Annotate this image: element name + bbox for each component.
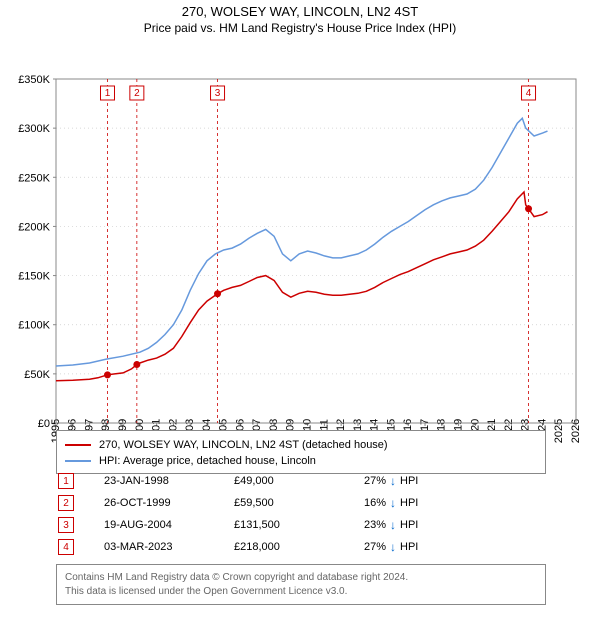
legend-swatch [65,444,91,446]
down-arrow-icon: ↓ [390,518,396,532]
down-arrow-icon: ↓ [390,496,396,510]
transaction-marker: 4 [58,539,74,555]
svg-text:4: 4 [526,88,532,99]
transaction-diff: 16% ↓ HPI [364,496,464,510]
transaction-diff: 27% ↓ HPI [364,540,464,554]
transaction-marker: 2 [58,495,74,511]
transaction-date: 19-AUG-2004 [104,519,234,531]
transaction-marker: 3 [58,517,74,533]
svg-text:£250K: £250K [18,172,50,184]
transaction-diff: 27% ↓ HPI [364,474,464,488]
transaction-date: 03-MAR-2023 [104,541,234,553]
svg-text:£300K: £300K [18,123,50,135]
transaction-price: £218,000 [234,541,364,553]
legend-row-hpi: HPI: Average price, detached house, Linc… [65,453,537,469]
transaction-marker: 1 [58,473,74,489]
legend: 270, WOLSEY WAY, LINCOLN, LN2 4ST (detac… [56,430,546,474]
svg-text:£100K: £100K [18,320,50,332]
legend-label: HPI: Average price, detached house, Linc… [99,455,316,467]
svg-text:2025: 2025 [553,419,565,443]
transaction-price: £131,500 [234,519,364,531]
down-arrow-icon: ↓ [390,474,396,488]
transaction-price: £59,500 [234,497,364,509]
legend-row-property: 270, WOLSEY WAY, LINCOLN, LN2 4ST (detac… [65,437,537,453]
transaction-row: 3 19-AUG-2004£131,50023% ↓ HPI [56,514,546,536]
svg-text:2: 2 [134,88,140,99]
down-arrow-icon: ↓ [390,540,396,554]
footer-line: This data is licensed under the Open Gov… [65,585,537,599]
svg-text:£350K: £350K [18,74,50,86]
transaction-row: 1 23-JAN-1998£49,00027% ↓ HPI [56,470,546,492]
transaction-date: 26-OCT-1999 [104,497,234,509]
chart-title: 270, WOLSEY WAY, LINCOLN, LN2 4ST [0,0,600,19]
svg-text:3: 3 [215,88,221,99]
svg-text:£50K: £50K [24,369,50,381]
legend-label: 270, WOLSEY WAY, LINCOLN, LN2 4ST (detac… [99,439,388,451]
chart-subtitle: Price paid vs. HM Land Registry's House … [0,19,600,35]
transaction-price: £49,000 [234,475,364,487]
footer-attribution: Contains HM Land Registry data © Crown c… [56,564,546,605]
svg-text:1: 1 [105,88,111,99]
transaction-row: 4 03-MAR-2023£218,00027% ↓ HPI [56,536,546,558]
svg-text:£200K: £200K [18,221,50,233]
transaction-date: 23-JAN-1998 [104,475,234,487]
transaction-diff: 23% ↓ HPI [364,518,464,532]
svg-text:£150K: £150K [18,271,50,283]
transaction-row: 2 26-OCT-1999£59,50016% ↓ HPI [56,492,546,514]
price-chart: £0£50K£100K£150K£200K£250K£300K£350K1995… [0,35,600,463]
legend-swatch [65,460,91,462]
transactions-table: 123-JAN-1998£49,00027% ↓ HPI226-OCT-1999… [56,470,546,558]
footer-line: Contains HM Land Registry data © Crown c… [65,571,537,585]
svg-text:£0: £0 [38,418,50,430]
